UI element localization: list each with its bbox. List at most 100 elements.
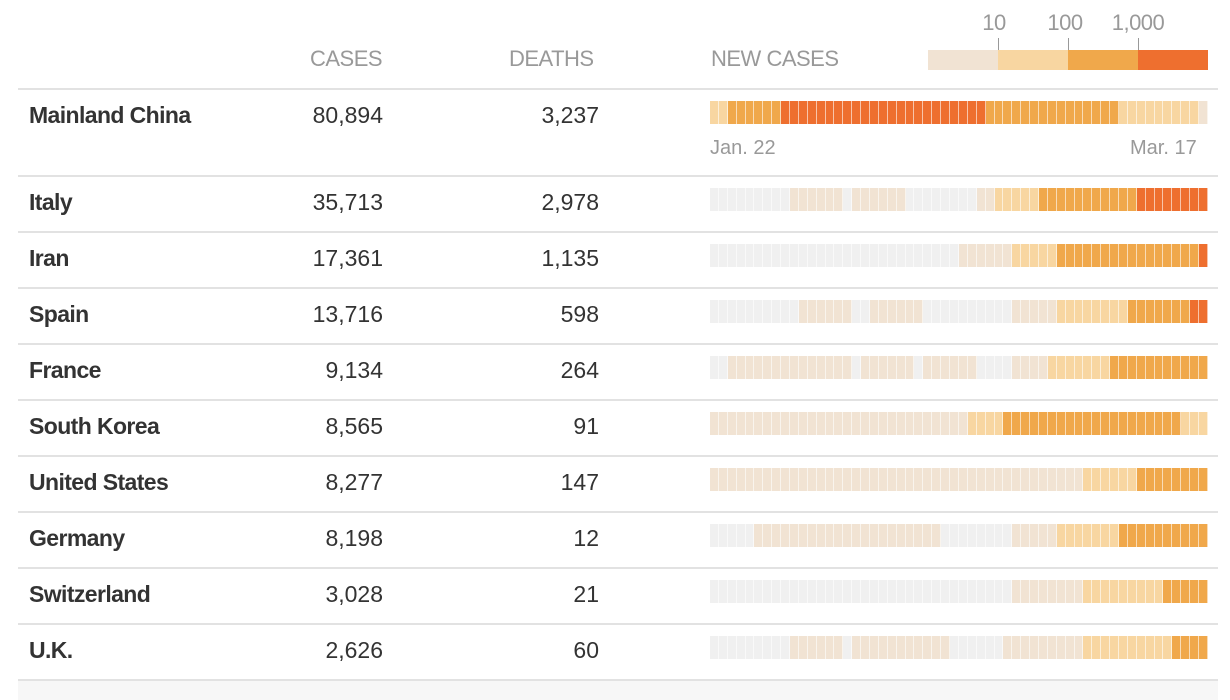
day-cell: [896, 580, 906, 603]
day-cell: [905, 188, 915, 211]
day-cell: [1145, 412, 1155, 435]
day-cell: [718, 101, 728, 124]
day-cell: [1047, 524, 1057, 547]
day-cell: [1092, 300, 1102, 323]
day-cell: [985, 580, 995, 603]
day-cell: [950, 524, 959, 547]
day-cell: [1074, 300, 1084, 323]
day-cell: [941, 300, 951, 323]
day-cell: [878, 468, 888, 491]
day-cell: [887, 244, 897, 267]
day-cell: [1047, 580, 1057, 603]
cases-value: 13,716: [312, 301, 383, 327]
day-cell: [807, 101, 817, 124]
day-cell: [745, 244, 755, 267]
day-cell: [1145, 300, 1155, 323]
day-cell: [1074, 412, 1084, 435]
day-cell: [941, 580, 951, 603]
day-cell: [763, 468, 773, 491]
day-cell: [781, 356, 791, 379]
day-cell: [958, 300, 968, 323]
day-cell: [1021, 188, 1031, 211]
day-cell: [1065, 636, 1075, 659]
day-cell: [994, 468, 1004, 491]
day-cell: [941, 356, 951, 379]
legend-swatch: [1138, 50, 1208, 70]
day-cell: [1110, 468, 1119, 491]
day-cell: [878, 244, 888, 267]
day-cell: [1038, 524, 1048, 547]
day-cell: [1198, 468, 1208, 491]
legend-tick: [1068, 38, 1069, 50]
day-cell: [878, 636, 888, 659]
day-cell: [1127, 636, 1137, 659]
day-cell: [825, 468, 835, 491]
table-row: Iran 17,361 1,135: [18, 231, 1218, 289]
table-row: United States 8,277 147: [18, 455, 1218, 513]
day-cell: [994, 524, 1004, 547]
day-cell: [1012, 524, 1022, 547]
day-cell: [887, 636, 897, 659]
day-cell: [950, 412, 959, 435]
day-cell: [861, 300, 871, 323]
day-cell: [976, 101, 986, 124]
day-cell: [1056, 188, 1066, 211]
day-cell: [781, 468, 791, 491]
day-cell: [1065, 356, 1075, 379]
header-new-cases: NEW CASES: [711, 46, 839, 71]
day-cell: [718, 188, 728, 211]
day-cell: [1003, 101, 1013, 124]
day-cell: [950, 244, 959, 267]
day-cell: [1038, 580, 1048, 603]
day-cell: [852, 244, 862, 267]
day-cell: [1047, 468, 1057, 491]
day-cell: [1083, 188, 1093, 211]
day-cell: [1092, 468, 1102, 491]
day-cell: [1003, 468, 1013, 491]
country-name: Italy: [29, 189, 73, 215]
day-cell: [1012, 412, 1022, 435]
day-cell: [967, 356, 977, 379]
day-cell: [745, 636, 755, 659]
day-cell: [816, 524, 826, 547]
start-date: Jan. 22: [710, 137, 776, 159]
day-cell: [976, 468, 986, 491]
day-cell: [958, 101, 968, 124]
day-cell: [763, 356, 773, 379]
legend-tick-label: 10: [982, 10, 1006, 35]
day-cell: [727, 356, 737, 379]
country-name: South Korea: [29, 413, 160, 439]
day-cell: [1136, 300, 1146, 323]
day-cell: [834, 356, 844, 379]
day-cell: [896, 188, 906, 211]
new-cases-strip: [710, 300, 1208, 323]
day-cell: [1181, 580, 1191, 603]
day-cell: [1030, 580, 1039, 603]
day-cell: [878, 101, 888, 124]
day-cell: [1118, 524, 1128, 547]
day-cell: [878, 300, 888, 323]
deaths-value: 2,978: [541, 189, 599, 215]
day-cell: [941, 188, 951, 211]
country-name: U.K.: [29, 637, 73, 663]
day-cell: [1110, 300, 1119, 323]
day-cell: [923, 468, 933, 491]
day-cell: [1083, 101, 1093, 124]
day-cell: [870, 468, 879, 491]
day-cell: [905, 580, 915, 603]
day-cell: [1145, 188, 1155, 211]
day-cell: [1065, 412, 1075, 435]
day-cell: [967, 300, 977, 323]
day-cell: [976, 580, 986, 603]
day-cell: [905, 101, 915, 124]
day-cell: [807, 356, 817, 379]
day-cell: [1092, 412, 1102, 435]
day-cell: [1056, 636, 1066, 659]
day-cell: [994, 101, 1004, 124]
day-cell: [736, 412, 746, 435]
day-cell: [1190, 636, 1199, 659]
day-cell: [941, 524, 951, 547]
day-cell: [790, 580, 799, 603]
day-cell: [914, 188, 924, 211]
day-cell: [887, 412, 897, 435]
